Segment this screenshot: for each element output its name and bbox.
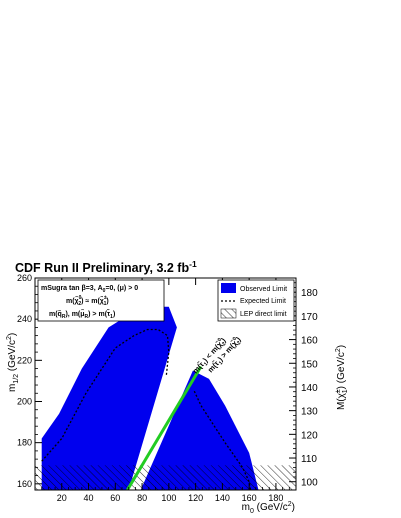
info-box: mSugra tan β=3, A0=0, (μ) > 0 m(χ̃0 2) ≈ …: [37, 279, 165, 322]
y2-tick-label: 140: [301, 383, 318, 394]
x-tick-label: 40: [84, 493, 94, 503]
y2-tick-label: 160: [301, 336, 318, 347]
legend-label-observed: Observed Limit: [240, 286, 287, 293]
chart-title: CDF Run II Preliminary, 3.2 fb-1: [15, 259, 197, 275]
x-tick-label: 140: [215, 493, 230, 503]
chart-title-main: CDF Run II Preliminary, 3.2 fb: [15, 261, 189, 275]
x-tick-label: 80: [137, 493, 147, 503]
lep-limit-band: [35, 465, 296, 490]
y2-tick-label: 100: [301, 478, 318, 489]
y-tick-label: 160: [17, 479, 32, 489]
x-tick-label: 100: [161, 493, 176, 503]
info-line-3: m(q̃R), m(μ̃R) > m(τ̃1): [49, 310, 115, 320]
expected-limit-curve-right: [193, 390, 252, 490]
y2-tick-label: 150: [301, 359, 318, 370]
x-axis-title: m0 (GeV/c2): [242, 501, 295, 515]
info-line-1: mSugra tan β=3, A0=0, (μ) > 0: [41, 285, 138, 294]
plot-region: [35, 306, 296, 490]
info-line-2: m(χ̃0 2) ≈ m(χ̃± 1): [66, 295, 109, 307]
legend: Observed Limit Expected Limit LEP direct…: [217, 279, 295, 322]
x-tick-label: 120: [188, 493, 203, 503]
x-tick-label: 180: [268, 493, 283, 503]
y-axis-title: m1/2 (GeV/c2): [6, 333, 20, 392]
plot-frame: [34, 277, 297, 491]
legend-label-expected: Expected Limit: [240, 298, 286, 305]
y2-tick-label: 130: [301, 407, 318, 418]
y-tick-label: 180: [17, 438, 32, 448]
info-box-frame: [37, 279, 165, 322]
legend-label-lep: LEP direct limit: [240, 311, 287, 318]
y2-tick-label: 170: [301, 312, 318, 323]
y-tick-label: 240: [17, 314, 32, 324]
x-tick-label: 60: [110, 493, 120, 503]
x-tick-label: 20: [57, 493, 67, 503]
x-tick-label: 160: [242, 493, 257, 503]
chart-title-sup: -1: [189, 259, 197, 269]
stau-neutralino-divider-line: [126, 365, 203, 490]
observed-limit-region-right: [140, 370, 259, 490]
y2-tick-label: 120: [301, 430, 318, 441]
legend-swatch-observed: [221, 283, 236, 293]
y2-tick-label: 110: [301, 454, 317, 465]
y-tick-label: 200: [17, 396, 32, 406]
y-tick-label: 220: [17, 355, 32, 365]
observed-limit-region-left: [41, 306, 177, 490]
y-tick-label: 260: [17, 273, 32, 283]
legend-swatch-lep: [220, 308, 237, 319]
expected-limit-curve-left: [41, 328, 170, 462]
y2-axis-title: M(χ̃±1) (GeV/c2): [335, 345, 349, 410]
y2-tick-label: 180: [301, 288, 318, 299]
